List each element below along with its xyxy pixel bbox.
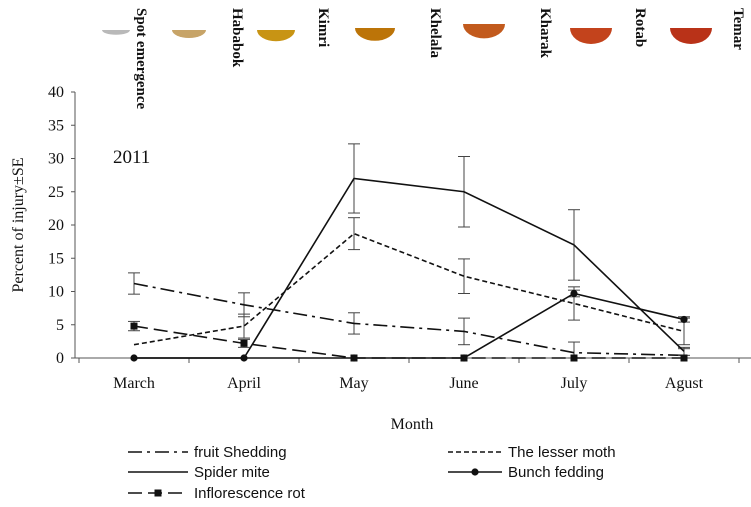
x-tick-label: July xyxy=(561,375,588,392)
series-spider-mite xyxy=(134,143,690,359)
x-tick-label: March xyxy=(113,375,155,392)
legend-label: The lesser moth xyxy=(508,444,616,461)
y-axis-title: Percent of injury±SE xyxy=(10,158,27,293)
data-point-circle xyxy=(240,354,248,362)
series-inflorescence-rot xyxy=(128,320,688,362)
plot-series xyxy=(128,143,690,362)
data-point-circle xyxy=(130,354,138,362)
data-point-square xyxy=(350,354,358,362)
date-fruit-icon xyxy=(355,28,395,41)
stage-label: Rotab xyxy=(632,8,648,47)
stage-label: Temar xyxy=(730,8,746,50)
date-fruit-icon xyxy=(570,28,612,44)
legend-label: Spider mite xyxy=(194,464,270,481)
data-point-square xyxy=(240,339,248,347)
legend-item: Inflorescence rot xyxy=(128,485,306,502)
data-point-square xyxy=(460,354,468,362)
legend-marker-circle xyxy=(471,468,479,476)
y-tick-label: 40 xyxy=(48,84,64,101)
data-point-square xyxy=(680,354,688,362)
x-tick-label: June xyxy=(449,375,478,392)
date-fruit-icon xyxy=(670,28,712,44)
legend-item: Bunch fedding xyxy=(448,464,604,481)
data-point-square xyxy=(570,354,578,362)
series-line xyxy=(133,282,685,357)
series-fruit-shedding xyxy=(128,272,690,359)
x-tick-label: April xyxy=(227,375,261,392)
y-tick-label: 30 xyxy=(48,151,64,168)
date-fruit-icon xyxy=(257,30,295,42)
date-fruit-icon xyxy=(102,30,130,35)
series-line xyxy=(133,232,685,346)
y-tick-label: 10 xyxy=(48,284,64,301)
x-axis-title: Month xyxy=(391,416,434,433)
y-tick-label: 35 xyxy=(48,117,64,134)
legend-item: The lesser moth xyxy=(448,444,616,461)
x-axis-ticks: March April May June July Agust xyxy=(113,375,704,392)
stage-label: Khelala xyxy=(427,8,443,59)
series-the-lesser-moth xyxy=(133,217,690,346)
legend-item: fruit Shedding xyxy=(128,444,287,461)
legend-label: Inflorescence rot xyxy=(194,485,306,502)
year-annotation: 2011 xyxy=(113,147,150,168)
data-point-circle xyxy=(570,289,578,298)
y-tick-label: 20 xyxy=(48,217,64,234)
series-bunch-fedding xyxy=(130,289,690,362)
series-line xyxy=(133,325,684,359)
chart-legend: fruit Shedding The lesser moth Spider mite… xyxy=(128,444,616,502)
y-tick-label: 5 xyxy=(56,317,64,334)
y-tick-label: 25 xyxy=(48,184,64,201)
series-line xyxy=(134,292,685,359)
legend-label: fruit Shedding xyxy=(194,444,287,461)
y-tick-label: 0 xyxy=(56,350,64,367)
ripening-stage-strip: Spot emergence Hababok Kimri Khelala Kharak R… xyxy=(102,8,746,110)
date-fruit-icon xyxy=(172,30,206,38)
legend-marker-square xyxy=(154,489,162,497)
data-point-square xyxy=(130,322,138,330)
stage-label: Hababok xyxy=(229,8,245,68)
legend-label: Bunch fedding xyxy=(508,464,604,481)
date-fruit-icon xyxy=(463,24,505,39)
stage-label: Spot emergence xyxy=(133,8,149,110)
x-tick-label: Agust xyxy=(665,375,704,392)
x-tick-label: May xyxy=(339,375,368,392)
y-axis-ticks: 0 5 10 15 20 25 30 35 40 xyxy=(48,84,64,367)
y-tick-label: 15 xyxy=(48,250,64,267)
legend-item: Spider mite xyxy=(128,464,270,481)
stage-label: Kharak xyxy=(537,8,553,59)
stage-label: Kimri xyxy=(315,8,331,47)
data-point-circle xyxy=(680,315,688,324)
